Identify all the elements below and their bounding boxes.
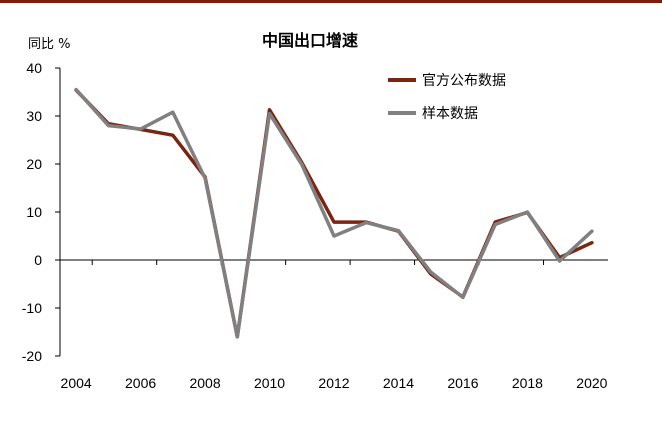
- y-tick-label: 0: [34, 252, 42, 268]
- top-rule: [0, 0, 662, 3]
- legend-label-1: 样本数据: [422, 106, 478, 122]
- x-tick-label: 2012: [318, 375, 349, 391]
- series-line-0: [74, 88, 594, 339]
- y-tick-label: -20: [22, 348, 42, 364]
- x-tick-label: 2020: [576, 375, 607, 391]
- legend-label-0: 官方公布数据: [422, 73, 506, 89]
- chart-title: 中国出口增速: [262, 31, 358, 50]
- series-line-1: [74, 87, 594, 339]
- x-tick-label: 2008: [189, 375, 220, 391]
- axes: -20 -10 0 10 20 30 40 2004 2006 2008 2010 2012 2014 2…: [22, 60, 608, 391]
- y-tick-label: 40: [26, 60, 42, 76]
- x-tick-label: 2004: [61, 375, 92, 391]
- x-tick-label: 2010: [254, 375, 285, 391]
- x-tick-label: 2016: [447, 375, 478, 391]
- y-tick-label: 20: [26, 156, 42, 172]
- y-tick-label: -10: [22, 300, 42, 316]
- x-tick-label: 2018: [512, 375, 543, 391]
- y-tick-label: 10: [26, 204, 42, 220]
- y-tick-label: 30: [26, 108, 42, 124]
- y-axis-unit: 同比 %: [28, 37, 71, 52]
- x-tick-label: 2006: [125, 375, 156, 391]
- x-tick-label: 2014: [383, 375, 414, 391]
- series-layer: [74, 87, 594, 339]
